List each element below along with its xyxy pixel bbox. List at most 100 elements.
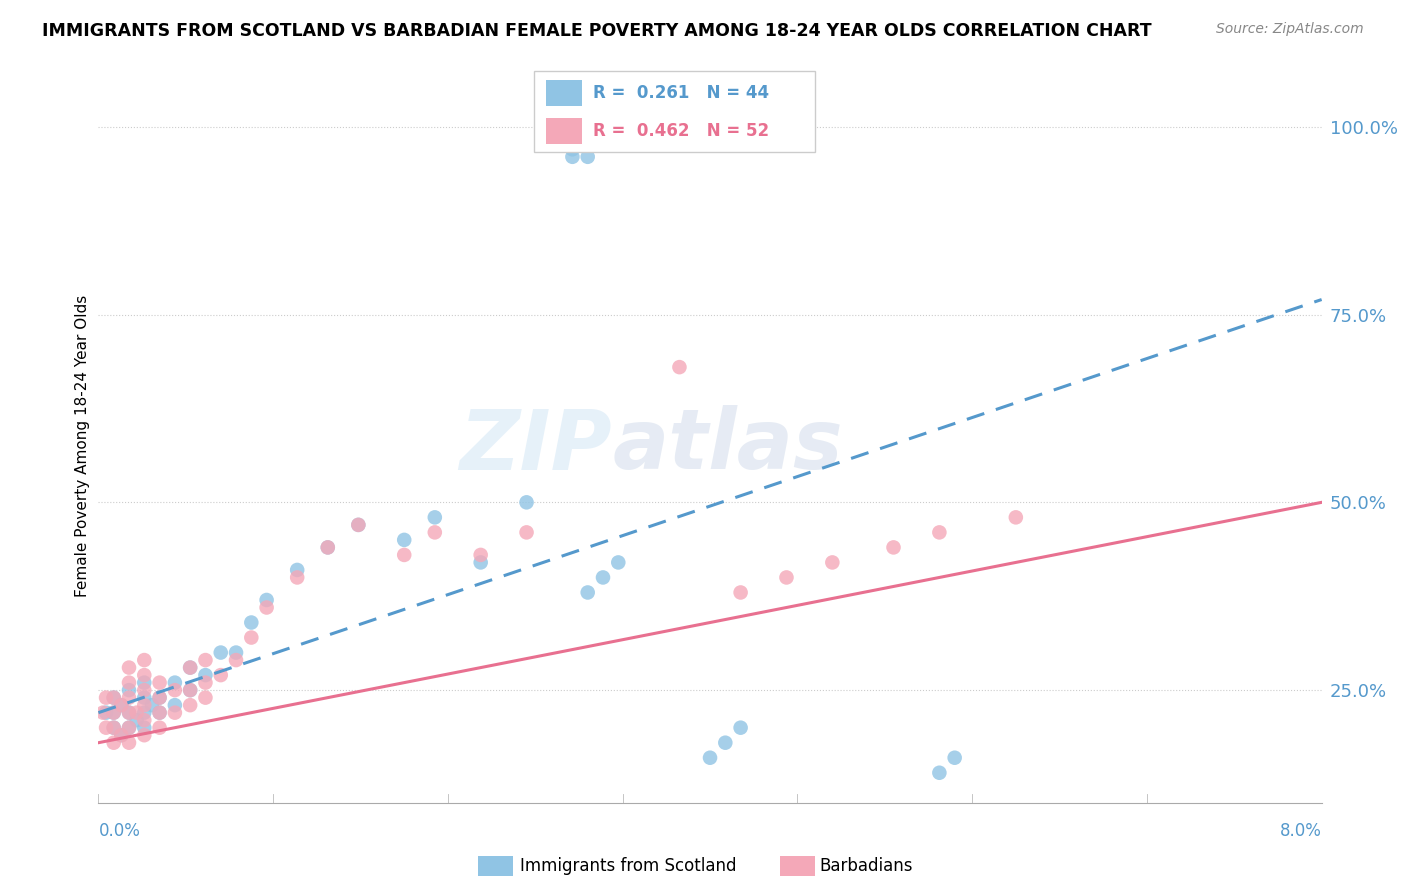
Point [134,675,156,690]
Point [347,517,370,532]
Point [149,706,172,720]
Point [316,541,339,555]
Point [118,683,141,698]
Point [149,706,172,720]
Point [392,533,416,547]
Point [225,646,247,660]
Point [110,698,132,713]
Point [576,585,599,599]
Point [285,570,308,584]
Text: 0.0%: 0.0% [98,822,141,839]
Point [103,736,125,750]
Point [118,660,141,674]
Point [134,668,156,682]
Point [194,675,217,690]
Point [256,600,278,615]
Point [103,706,125,720]
Point [149,721,172,735]
Point [883,541,905,555]
Point [775,570,797,584]
Point [110,698,132,713]
Point [668,360,690,375]
Point [103,706,125,720]
Point [134,721,156,735]
Point [134,728,156,742]
Point [179,683,201,698]
Point [285,563,308,577]
Point [134,690,156,705]
Point [134,683,156,698]
Point [316,541,339,555]
Point [470,556,492,570]
FancyBboxPatch shape [546,80,582,106]
Point [163,675,186,690]
Point [179,660,201,674]
Point [347,517,370,532]
Point [103,690,125,705]
Point [943,750,966,764]
Y-axis label: Female Poverty Among 18-24 Year Olds: Female Poverty Among 18-24 Year Olds [75,295,90,597]
Point [928,765,950,780]
Point [240,631,263,645]
Point [149,690,172,705]
Point [194,668,217,682]
Text: 8.0%: 8.0% [1279,822,1322,839]
Point [118,736,141,750]
Point [118,706,141,720]
Point [699,750,721,764]
FancyBboxPatch shape [546,118,582,144]
Point [592,570,614,584]
Point [194,690,217,705]
Point [110,728,132,742]
Point [118,721,141,735]
Point [149,690,172,705]
Point [118,690,141,705]
Point [179,683,201,698]
Point [730,721,752,735]
Point [94,706,117,720]
Point [103,721,125,735]
Point [470,548,492,562]
Point [118,721,141,735]
Point [134,698,156,713]
Text: R =  0.261   N = 44: R = 0.261 N = 44 [593,84,769,102]
Text: ZIP: ZIP [460,406,612,486]
Point [714,736,737,750]
Point [1004,510,1026,524]
Point [209,646,232,660]
Point [134,653,156,667]
Point [576,150,599,164]
Point [423,525,446,540]
Point [516,525,538,540]
Point [163,698,186,713]
Text: Barbadians: Barbadians [820,857,914,875]
Point [103,690,125,705]
Point [94,721,117,735]
Text: atlas: atlas [612,406,842,486]
Point [118,675,141,690]
Point [149,675,172,690]
Point [561,150,583,164]
Point [134,706,156,720]
Point [516,495,538,509]
Text: R =  0.462   N = 52: R = 0.462 N = 52 [593,122,769,140]
Point [256,593,278,607]
Point [194,653,217,667]
Text: Immigrants from Scotland: Immigrants from Scotland [520,857,737,875]
Point [423,510,446,524]
Point [134,713,156,727]
Point [163,683,186,698]
Point [179,698,201,713]
Text: Source: ZipAtlas.com: Source: ZipAtlas.com [1216,22,1364,37]
Point [821,556,844,570]
Point [118,706,141,720]
Text: IMMIGRANTS FROM SCOTLAND VS BARBADIAN FEMALE POVERTY AMONG 18-24 YEAR OLDS CORRE: IMMIGRANTS FROM SCOTLAND VS BARBADIAN FE… [42,22,1152,40]
Point [928,525,950,540]
Point [179,660,201,674]
Point [240,615,263,630]
Point [94,690,117,705]
Point [110,728,132,742]
Point [209,668,232,682]
Point [163,706,186,720]
Point [225,653,247,667]
